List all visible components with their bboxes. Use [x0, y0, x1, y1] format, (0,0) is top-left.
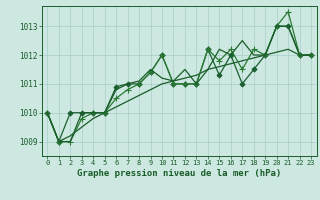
X-axis label: Graphe pression niveau de la mer (hPa): Graphe pression niveau de la mer (hPa)	[77, 169, 281, 178]
